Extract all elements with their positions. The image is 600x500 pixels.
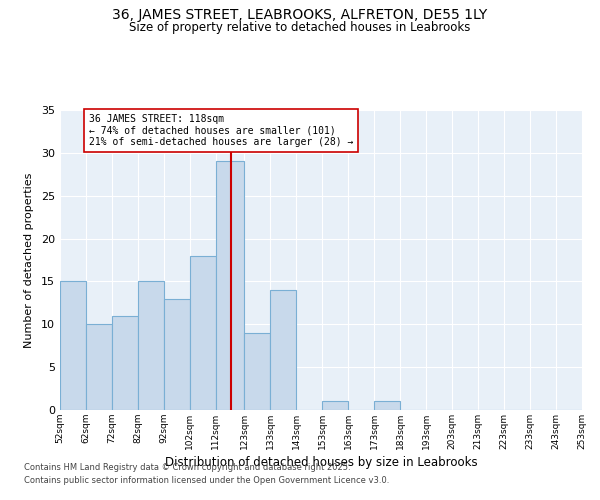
- Bar: [374, 402, 400, 410]
- Text: 36, JAMES STREET, LEABROOKS, ALFRETON, DE55 1LY: 36, JAMES STREET, LEABROOKS, ALFRETON, D…: [112, 8, 488, 22]
- Text: Contains HM Land Registry data © Crown copyright and database right 2025.: Contains HM Land Registry data © Crown c…: [24, 464, 350, 472]
- Bar: [164, 298, 190, 410]
- X-axis label: Distribution of detached houses by size in Leabrooks: Distribution of detached houses by size …: [164, 456, 478, 469]
- Text: Contains public sector information licensed under the Open Government Licence v3: Contains public sector information licen…: [24, 476, 389, 485]
- Bar: [244, 333, 271, 410]
- Text: Size of property relative to detached houses in Leabrooks: Size of property relative to detached ho…: [130, 21, 470, 34]
- Bar: [86, 324, 112, 410]
- Bar: [138, 282, 164, 410]
- Y-axis label: Number of detached properties: Number of detached properties: [24, 172, 34, 348]
- Bar: [216, 162, 244, 410]
- Bar: [190, 256, 216, 410]
- Bar: [322, 402, 348, 410]
- Bar: [60, 282, 86, 410]
- Bar: [271, 290, 296, 410]
- Bar: [112, 316, 138, 410]
- Text: 36 JAMES STREET: 118sqm
← 74% of detached houses are smaller (101)
21% of semi-d: 36 JAMES STREET: 118sqm ← 74% of detache…: [89, 114, 353, 148]
